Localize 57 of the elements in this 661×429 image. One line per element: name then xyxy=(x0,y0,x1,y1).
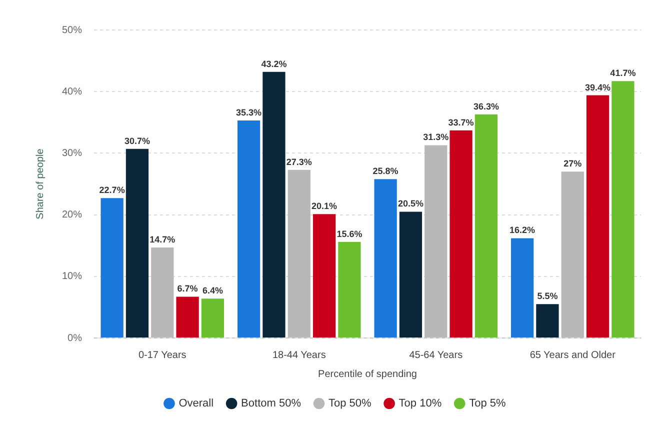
y-tick-label: 40% xyxy=(62,86,82,98)
data-label: 41.7% xyxy=(610,68,636,78)
x-tick-label: 0-17 Years xyxy=(138,350,186,361)
y-tick-label: 20% xyxy=(62,210,82,221)
x-axis-title: Percentile of spending xyxy=(318,368,417,380)
data-label: 14.7% xyxy=(150,234,176,244)
bar xyxy=(510,238,534,338)
x-tick-label: 65 Years and Older xyxy=(530,350,616,361)
data-label: 6.7% xyxy=(177,284,198,294)
bar xyxy=(262,72,286,338)
data-label: 16.2% xyxy=(510,225,536,236)
x-tick-label: 45-64 Years xyxy=(409,350,463,361)
y-tick-label: 0% xyxy=(68,332,82,344)
data-label: 20.1% xyxy=(312,201,338,212)
data-label: 20.5% xyxy=(398,198,424,209)
bar xyxy=(338,242,361,338)
legend-label: Top 5% xyxy=(469,398,506,410)
bar xyxy=(288,170,310,338)
legend-label: Top 50% xyxy=(328,398,372,410)
y-tick-label: 30% xyxy=(62,148,82,159)
data-label: 33.7% xyxy=(448,117,474,128)
bar xyxy=(399,212,422,338)
legend-label: Bottom 50% xyxy=(241,398,302,410)
bar xyxy=(312,214,336,338)
y-tick-label: 50% xyxy=(62,24,82,36)
data-label: 39.4% xyxy=(585,82,611,92)
bar xyxy=(151,247,174,338)
bar xyxy=(424,145,448,338)
data-label: 15.6% xyxy=(336,228,362,239)
bar xyxy=(100,198,124,338)
bar xyxy=(176,296,199,338)
data-label: 6.4% xyxy=(202,286,223,296)
bar xyxy=(561,172,584,338)
x-tick-label: 18-44 Years xyxy=(272,350,326,361)
y-axis-title: Share of people xyxy=(34,148,46,220)
y-tick-label: 10% xyxy=(62,271,82,282)
data-label: 43.2% xyxy=(261,58,287,69)
bar xyxy=(237,120,260,338)
bar xyxy=(536,304,559,338)
data-label: 25.8% xyxy=(372,166,398,176)
data-label: 35.3% xyxy=(236,108,262,118)
bar xyxy=(374,179,397,338)
data-label: 31.3% xyxy=(423,132,449,142)
data-label: 36.3% xyxy=(473,101,499,112)
data-label: 27.3% xyxy=(286,156,312,167)
bar xyxy=(612,81,634,338)
bar xyxy=(586,95,610,338)
data-label: 27% xyxy=(564,158,582,169)
bar xyxy=(474,114,498,338)
legend-label: Top 10% xyxy=(398,398,442,410)
bar xyxy=(201,298,224,338)
bar xyxy=(126,148,149,338)
bar xyxy=(450,130,472,338)
legend-label: Overall xyxy=(178,398,214,410)
data-label: 5.5% xyxy=(537,291,558,302)
data-label: 22.7% xyxy=(99,185,125,196)
data-label: 30.7% xyxy=(124,136,150,146)
